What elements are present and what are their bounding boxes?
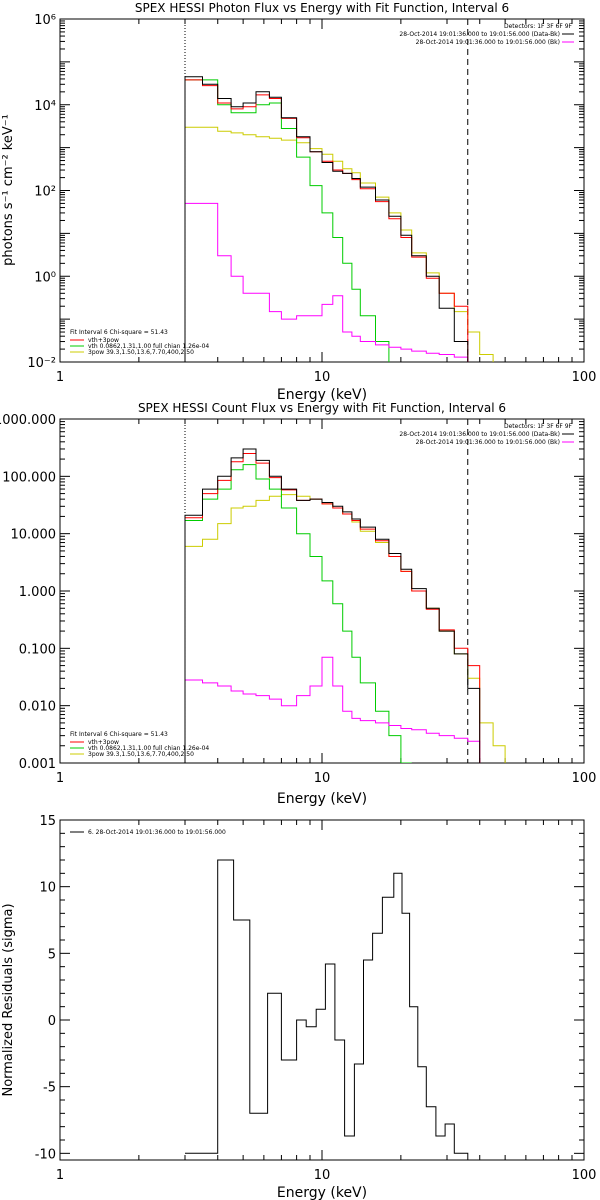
photon-flux-xtick-label: 10 [314, 370, 331, 385]
residuals-xlabel: Energy (keV) [277, 1185, 367, 1200]
residuals-panel: 1 10 100 -10 -5 0 5 10 15 Energy (keV) Normalize… [1, 814, 596, 1200]
count-flux-xtick-label: 1 [56, 771, 64, 786]
photon-flux-xtick-label: 1 [56, 370, 64, 385]
count-flux-panel: SPEX HESSI Count Flux vs Energy with Fit… [0, 401, 596, 807]
count-flux-legend-vth3pow: vth+3pow [88, 739, 119, 746]
residuals-ytick-label: 5 [48, 947, 56, 962]
photon-flux-ytick-label: 10² [34, 185, 56, 200]
residuals-ytick-label: -5 [43, 1081, 56, 1096]
photon-flux-ytick-label: 10⁴ [34, 99, 56, 114]
count-flux-title: SPEX HESSI Count Flux vs Energy with Fit… [138, 401, 506, 415]
count-flux-ytick-label: 0.010 [19, 700, 56, 715]
photon-flux-legend-bk: 28-Oct-2014 19:01:36.000 to 19:01:56.000… [416, 39, 560, 46]
count-flux-ytick-label: 1.000 [19, 585, 56, 600]
count-flux-xtick-label: 100 [572, 771, 597, 786]
count-flux-ytick-label: 0.001 [19, 757, 56, 772]
photon-flux-xtick-label: 100 [572, 370, 597, 385]
photon-flux-series-data-bk [184, 76, 469, 362]
residuals-ytick-label: 0 [48, 1014, 56, 1029]
count-flux-legend-data-bk: 28-Oct-2014 19:01:36.000 to 19:01:56.000… [399, 431, 560, 438]
residuals-legend-label: 6. 28-Oct-2014 19:01:36.000 to 19:01:56.… [88, 829, 226, 836]
photon-flux-plot-area: 1 10 100 10⁻² 10⁰ 10² 10⁴ 10⁶ [27, 13, 596, 385]
count-flux-legend-detectors: Detectors: 1F 3F 6F 9F [504, 423, 573, 430]
count-flux-xlabel: Energy (keV) [277, 791, 367, 807]
residuals-series-residuals [185, 859, 469, 1160]
count-flux-ytick-label: 100.000 [2, 470, 56, 485]
count-flux-plot-area: 1 10 100 0.001 0.010 0.100 1.000 10.000 100.000 1… [0, 413, 596, 786]
residuals-ylabel: Normalized Residuals (sigma) [1, 903, 16, 1096]
count-flux-series-data-bk [184, 448, 481, 763]
photon-flux-legend-data-bk: 28-Oct-2014 19:01:36.000 to 19:01:56.000… [399, 31, 560, 38]
photon-flux-legend-vth3pow: vth+3pow [88, 337, 119, 344]
count-flux-series-vth [184, 464, 412, 763]
photon-flux-xlabel: Energy (keV) [277, 387, 367, 403]
photon-flux-legend-vth: vth 0.0862,1.31,1.00 full chian 1.26e-04 [88, 343, 209, 350]
count-flux-ytick-label: 1000.000 [0, 413, 56, 428]
photon-flux-ylabel: photons s⁻¹ cm⁻² keV⁻¹ [1, 114, 16, 266]
residuals-xtick-label: 1 [56, 1168, 64, 1183]
photon-flux-ytick-label: 10⁶ [34, 13, 56, 28]
residuals-ytick-label: 10 [39, 881, 56, 896]
residuals-ytick-label: -10 [35, 1147, 56, 1162]
photon-flux-title: SPEX HESSI Photon Flux vs Energy with Fi… [135, 1, 509, 15]
residuals-xtick-label: 100 [572, 1168, 597, 1183]
photon-flux-series-bk [184, 202, 469, 362]
count-flux-xtick-label: 10 [314, 771, 331, 786]
count-flux-fit-info: Fit Interval 6 Chi-square = 51.43 [70, 731, 168, 738]
residuals-ytick-label: 15 [39, 814, 56, 829]
residuals-plot-area: 1 10 100 -10 -5 0 5 10 15 [35, 814, 597, 1183]
photon-flux-fit-info: Fit Interval 6 Chi-square = 51.43 [70, 329, 168, 336]
count-flux-legend-bk: 28-Oct-2014 19:01:36.000 to 19:01:56.000… [416, 439, 560, 446]
count-flux-series-bk [184, 656, 481, 763]
photon-flux-legend-detectors: Detectors: 1F 3F 6F 9F [504, 23, 573, 30]
residuals-xtick-label: 10 [314, 1168, 331, 1183]
count-flux-ytick-label: 0.100 [19, 642, 56, 657]
count-flux-legend-vth: vth 0.0862,1.31,1.00 full chian 1.26e-04 [88, 745, 209, 752]
photon-flux-ytick-label: 10⁰ [34, 270, 56, 285]
count-flux-series-vth3pow [184, 453, 481, 763]
count-flux-ytick-label: 10.000 [11, 528, 57, 543]
count-flux-legend-3pow: 3pow 39.3,1.50,13.6,7.70,400,2.50 [88, 751, 194, 758]
photon-flux-ytick-label: 10⁻² [27, 356, 56, 371]
photon-flux-panel: SPEX HESSI Photon Flux vs Energy with Fi… [1, 1, 596, 403]
photon-flux-legend-3pow: 3pow 39.3,1.50,13.6,7.70,400,2.50 [88, 349, 194, 356]
